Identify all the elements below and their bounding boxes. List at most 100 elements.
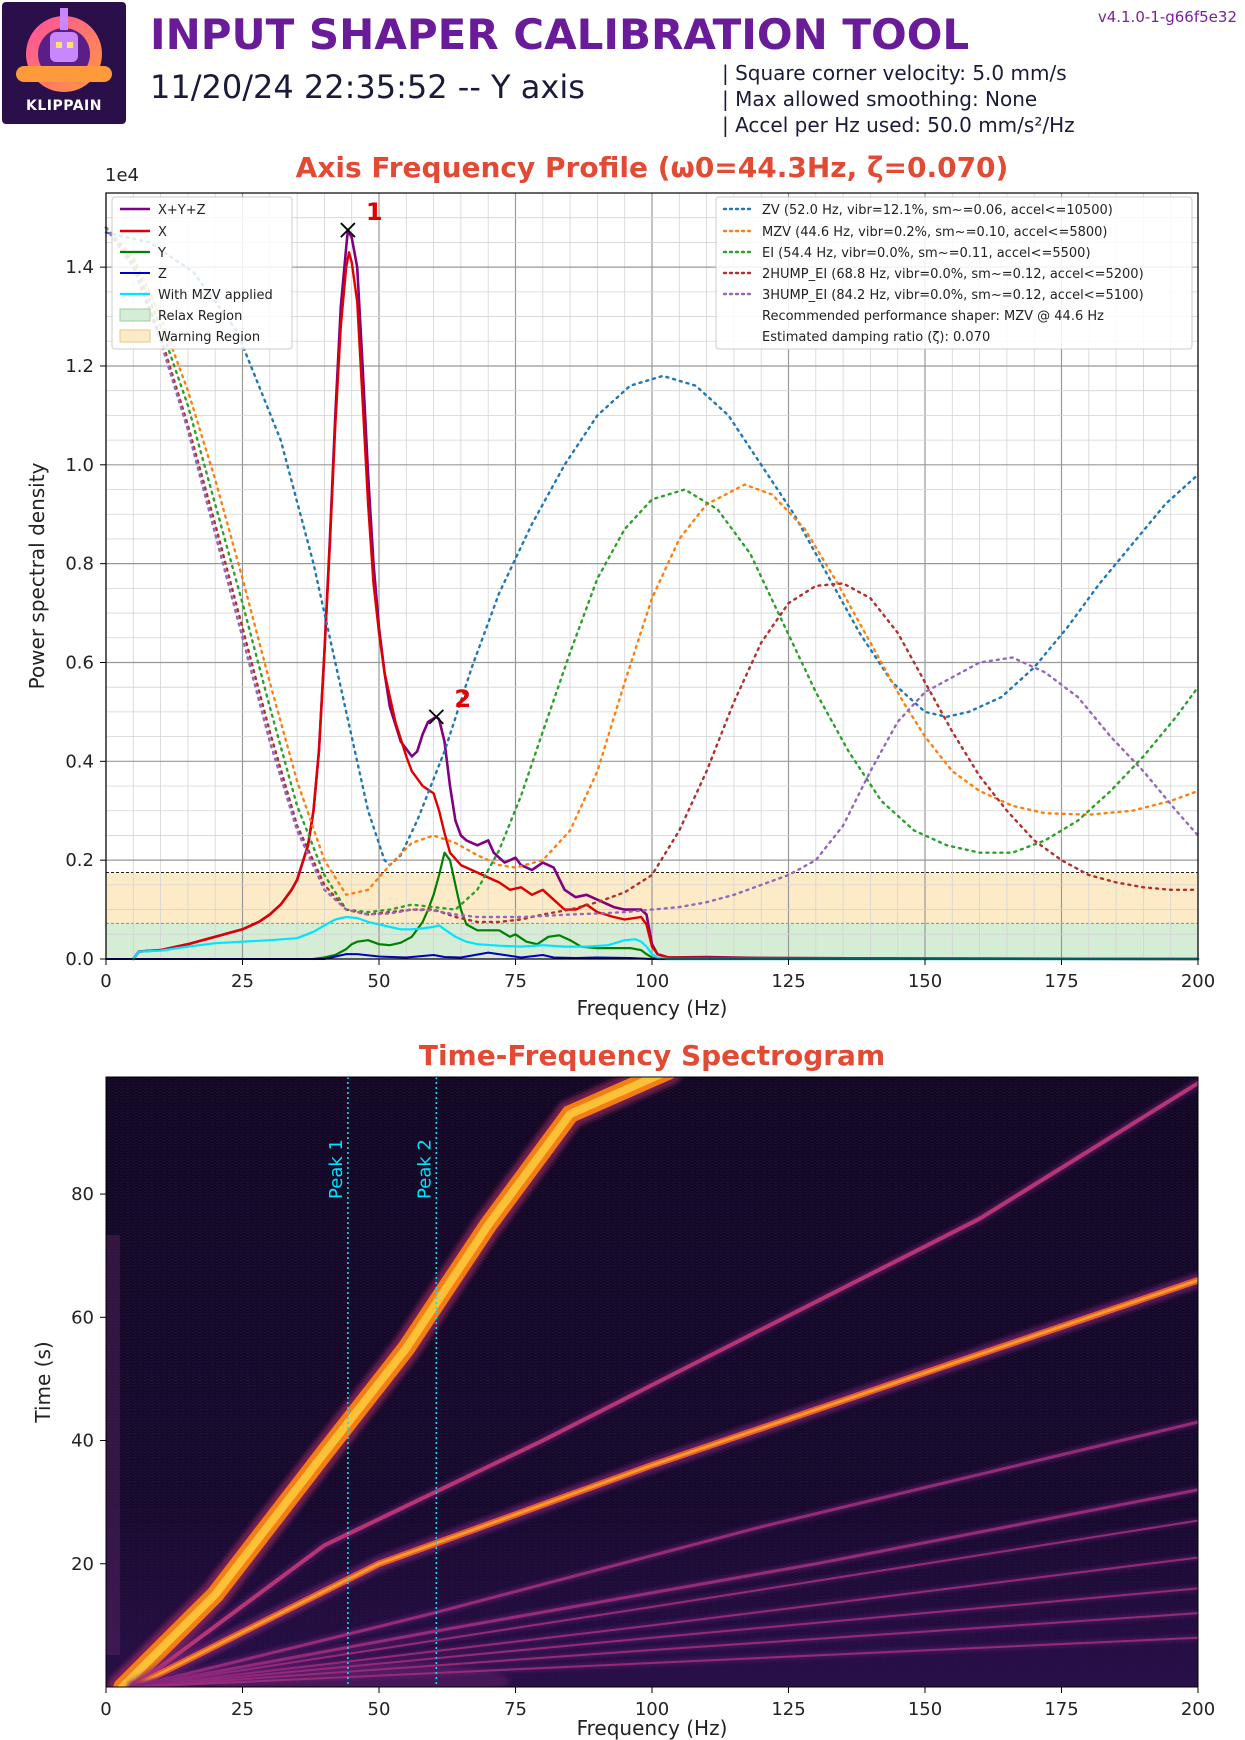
spectrogram-ridge — [130, 1486, 1198, 1687]
page-subtitle: 11/20/24 22:35:52 -- Y axis — [150, 68, 585, 106]
param-scv: | Square corner velocity: 5.0 mm/s — [722, 61, 1067, 85]
page-title: INPUT SHAPER CALIBRATION TOOL — [150, 10, 970, 59]
y-tick-label: 1.2 — [65, 356, 94, 377]
spectrogram-title: Time-Frequency Spectrogram — [419, 1039, 885, 1072]
x-tick-label: 175 — [1044, 971, 1078, 992]
legend-item-2hump: 2HUMP_EI (68.8 Hz, vibr=0.0%, sm~=0.12, … — [762, 267, 1144, 282]
x-tick-label: 200 — [1181, 971, 1215, 992]
x-tick-label: 75 — [504, 1699, 527, 1720]
peak-marker-1 — [340, 222, 356, 238]
legend-item-ei: EI (54.4 Hz, vibr=0.0%, sm~=0.11, accel<… — [762, 246, 1091, 261]
y-tick-label: 0.6 — [65, 652, 94, 673]
x-tick-label: 75 — [504, 971, 527, 992]
param-smoothing: | Max allowed smoothing: None — [722, 87, 1038, 111]
psd-chart-title: Axis Frequency Profile (ω0=44.3Hz, ζ=0.0… — [296, 151, 1009, 184]
x-tick-label: 25 — [231, 971, 254, 992]
legend-swatch-relax — [119, 308, 151, 322]
psd-x-axis-label: Frequency (Hz) — [577, 996, 728, 1020]
x-tick-label: 125 — [771, 971, 805, 992]
spectrogram-ridges — [108, 1077, 1198, 1687]
peak-1-label: Peak 1 — [326, 1139, 347, 1199]
peak-2-label: Peak 2 — [414, 1139, 435, 1199]
y-tick-label: 0.4 — [65, 751, 94, 772]
x-tick-label: 150 — [908, 971, 942, 992]
psd-y-axis-label: Power spectral density — [25, 462, 49, 689]
peak-marker-2 — [428, 709, 444, 725]
spectrogram-ridge — [131, 1635, 1198, 1687]
legend-item-warning: Warning Region — [158, 330, 260, 345]
x-tick-label: 0 — [100, 971, 111, 992]
spectrogram-ridge — [131, 1586, 1198, 1687]
x-tick-label: 100 — [635, 971, 669, 992]
psd-y-multiplier: 1e4 — [105, 165, 139, 186]
psd-legend-left: X+Y+Z X Y Z With MZV applied Relax Regio… — [111, 196, 293, 350]
spectrogram-left-band — [106, 1235, 120, 1655]
legend-swatch-warning — [119, 329, 151, 343]
series-line-ei — [104, 226, 1200, 914]
x-tick-label: 50 — [368, 1699, 391, 1720]
legend-item-y: Y — [157, 246, 166, 261]
klippain-logo-art — [16, 8, 112, 92]
spectrogram-ridge — [129, 1079, 1198, 1687]
y-tick-label: 0.8 — [65, 554, 94, 575]
spectrogram-x-ticks: 0 25 50 75 100 125 150 175 200 — [100, 1687, 1215, 1720]
logo-text: KLIPPAIN — [26, 98, 102, 114]
x-tick-label: 50 — [368, 971, 391, 992]
y-tick-label: 1.4 — [65, 257, 94, 278]
parameter-list: | Square corner velocity: 5.0 mm/s | Max… — [722, 60, 1075, 138]
legend-item-z: Z — [158, 267, 167, 282]
peak-label-2: 2 — [454, 685, 471, 713]
x-tick-label: 125 — [771, 1699, 805, 1720]
param-accel-per-hz: | Accel per Hz used: 50.0 mm/s²/Hz — [722, 113, 1075, 137]
psd-y-ticks: 0.0 0.2 0.4 0.6 0.8 1.0 1.2 1.4 — [65, 257, 106, 970]
spectrogram-peak-markers: Peak 1 Peak 2 — [326, 1077, 438, 1687]
spectrogram-ridge — [108, 1077, 682, 1687]
psd-x-ticks: 0 25 50 75 100 125 150 175 200 — [100, 959, 1215, 992]
series-line-mzv_applied — [132, 915, 1200, 961]
x-tick-label: 175 — [1044, 1699, 1078, 1720]
klippain-logo: KLIPPAIN — [2, 2, 126, 124]
y-tick-label: 40 — [71, 1431, 94, 1452]
legend-item-xyz: X+Y+Z — [158, 203, 206, 218]
spectrogram-ridge — [131, 1518, 1198, 1687]
y-tick-label: 1.0 — [65, 455, 94, 476]
series-line-3hump — [104, 226, 1200, 919]
spectrogram-ridge — [131, 1555, 1198, 1687]
spectrogram-y-axis-label: Time (s) — [31, 1341, 55, 1423]
legend-item-mzv-applied: With MZV applied — [158, 288, 273, 303]
legend-item-x: X — [158, 225, 167, 240]
y-tick-label: 20 — [71, 1554, 94, 1575]
series-line-mzv — [104, 226, 1200, 896]
spectrogram-chart: Time-Frequency Spectrogram Peak 1 Peak 2 … — [31, 1039, 1215, 1740]
version-label: v4.1.0-1-g66f5e32 — [1097, 8, 1237, 26]
y-tick-label: 0.0 — [65, 949, 94, 970]
series-line-x — [132, 251, 1200, 961]
psd-series — [104, 226, 1200, 961]
spectrogram-ridge — [130, 1419, 1198, 1687]
spectrogram-ridge — [131, 1611, 1198, 1687]
psd-peaks: 12 — [340, 198, 471, 725]
series-line-zv — [104, 231, 1200, 867]
y-tick-label: 0.2 — [65, 850, 94, 871]
x-tick-label: 200 — [1181, 1699, 1215, 1720]
legend-item-mzv: MZV (44.6 Hz, vibr=0.2%, sm~=0.10, accel… — [762, 225, 1108, 240]
psd-chart: Axis Frequency Profile (ω0=44.3Hz, ζ=0.0… — [25, 151, 1215, 1020]
legend-recommended-shaper: Recommended performance shaper: MZV @ 44… — [762, 309, 1104, 324]
x-tick-label: 150 — [908, 1699, 942, 1720]
series-line-z — [105, 951, 1199, 960]
spectrogram-y-ticks: 20 40 60 80 — [71, 1184, 106, 1575]
y-tick-label: 80 — [71, 1184, 94, 1205]
series-line-y — [312, 851, 1200, 961]
psd-legend-right: ZV (52.0 Hz, vibr=12.1%, sm~=0.06, accel… — [715, 196, 1193, 350]
spectrogram-ridge — [126, 1273, 1198, 1687]
legend-item-relax: Relax Region — [158, 309, 242, 324]
peak-label-1: 1 — [366, 198, 383, 226]
legend-item-3hump: 3HUMP_EI (84.2 Hz, vibr=0.0%, sm~=0.12, … — [762, 288, 1144, 303]
legend-damping-ratio: Estimated damping ratio (ζ): 0.070 — [762, 330, 990, 345]
x-tick-label: 100 — [635, 1699, 669, 1720]
x-tick-label: 0 — [100, 1699, 111, 1720]
x-tick-label: 25 — [231, 1699, 254, 1720]
legend-item-zv: ZV (52.0 Hz, vibr=12.1%, sm~=0.06, accel… — [762, 203, 1113, 218]
y-tick-label: 60 — [71, 1307, 94, 1328]
spectrogram-x-axis-label: Frequency (Hz) — [577, 1716, 728, 1740]
